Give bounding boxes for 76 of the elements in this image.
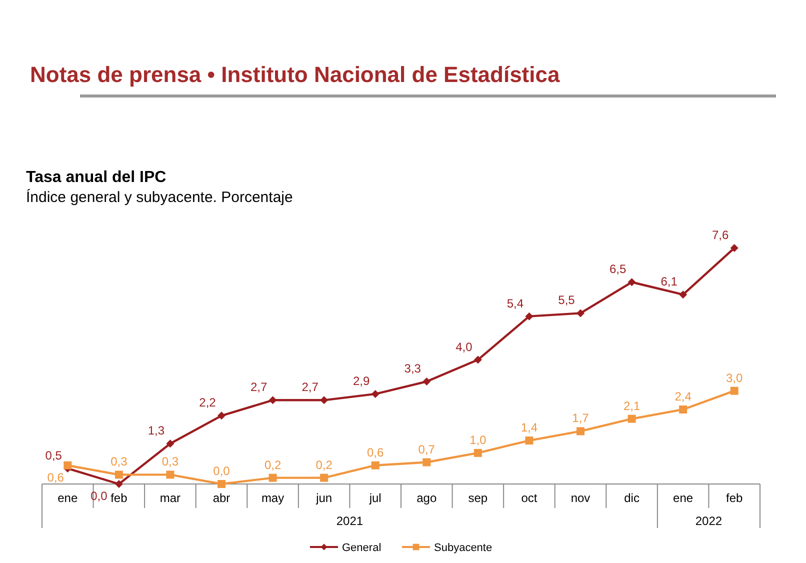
data-label: 6,5	[609, 262, 626, 276]
point	[576, 309, 584, 318]
point	[474, 356, 482, 364]
point	[114, 480, 123, 488]
point	[422, 458, 431, 466]
chart-subtitle: Índice general y subyacente. Porcentaje	[26, 188, 293, 206]
point	[166, 470, 174, 479]
data-label: 2,4	[674, 389, 692, 404]
data-label: 0,6	[367, 445, 384, 460]
data-label: 2,7	[250, 380, 268, 394]
x-tick-label: jun	[315, 491, 332, 505]
point	[64, 461, 72, 470]
legend-label: General	[342, 542, 382, 554]
text: 2022	[695, 514, 722, 528]
point	[628, 414, 636, 423]
x-tick-label: abr	[212, 491, 230, 505]
point	[422, 378, 431, 386]
point	[679, 290, 688, 299]
data-label: 1,3	[148, 424, 165, 438]
data-label: 0,3	[162, 454, 179, 469]
x-tick-label: ene	[673, 491, 694, 505]
data-label: 7,6	[712, 228, 730, 242]
data-label: 1,7	[572, 411, 590, 426]
data-label: 1,0	[470, 432, 487, 447]
point	[371, 390, 380, 398]
point	[268, 474, 277, 482]
point	[320, 396, 328, 404]
data-label: 4,0	[456, 340, 473, 354]
x-tick-label: feb	[726, 491, 744, 505]
data-label: 0,2	[316, 458, 333, 472]
data-label: 1,4	[520, 420, 538, 435]
point	[320, 474, 328, 482]
x-tick-label: mar	[160, 491, 181, 505]
text: 2021	[336, 514, 364, 528]
point	[730, 244, 738, 252]
x-tick-label: nov	[570, 491, 590, 505]
data-label: 0,2	[264, 458, 282, 472]
data-label: 5,4	[506, 296, 524, 310]
data-label: 0,3	[110, 454, 128, 469]
point	[628, 278, 636, 286]
data-label: 0,5	[45, 448, 62, 462]
point	[114, 470, 123, 479]
data-label: 0,0	[213, 464, 230, 478]
x-tick-label: jul	[368, 491, 382, 505]
data-label: 2,2	[199, 396, 216, 410]
x-tick-label: ene	[58, 491, 78, 505]
x-tick-label: oct	[521, 491, 538, 505]
point	[525, 436, 534, 445]
x-tick-label: may	[261, 491, 284, 505]
x-tick-label: ago	[416, 491, 437, 505]
x-tick-label: dic	[624, 491, 640, 505]
chart-title: Tasa anual del IPC	[26, 169, 167, 186]
point	[474, 448, 482, 457]
data-label: 2,1	[623, 398, 640, 413]
point	[371, 461, 380, 470]
data-label: 0,6	[47, 470, 64, 484]
data-label: 5,5	[558, 293, 576, 308]
legend-label: Subyacente	[434, 542, 492, 554]
data-label: 2,9	[353, 374, 370, 388]
point	[576, 427, 584, 436]
point	[730, 386, 738, 395]
point	[679, 405, 688, 414]
data-label: 3,0	[726, 370, 744, 385]
x-tick-label: feb	[110, 491, 128, 505]
data-label: 0,7	[418, 442, 436, 456]
point	[268, 396, 277, 404]
point	[525, 312, 534, 320]
text: Notas de prensa • Instituto Nacional de Estadística	[30, 62, 560, 87]
data-label: 2,7	[302, 380, 319, 394]
data-label: 0,0	[90, 489, 108, 503]
data-label: 3,3	[404, 362, 422, 376]
data-label: 6,1	[660, 274, 678, 289]
point	[218, 412, 226, 420]
x-tick-label: sep	[468, 491, 488, 505]
point	[218, 480, 226, 488]
point	[166, 440, 174, 448]
